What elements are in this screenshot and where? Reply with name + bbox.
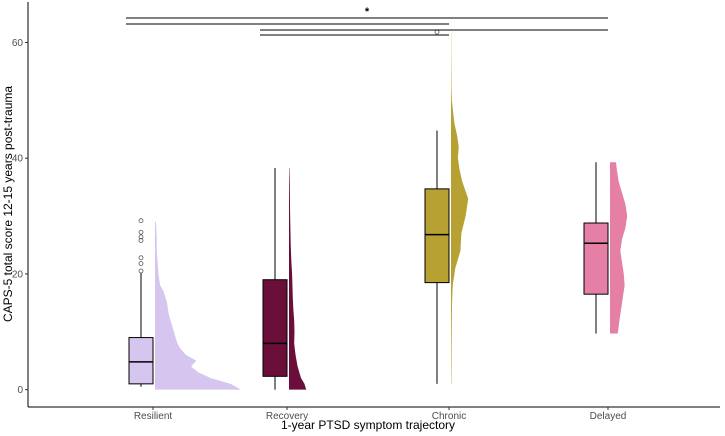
x-tick-label: Chronic (432, 411, 466, 422)
density-shape (289, 168, 307, 390)
y-tick-label: 40 (12, 154, 24, 165)
box (128, 337, 154, 385)
group-recovery (262, 168, 307, 390)
y-tick-label: 0 (17, 385, 23, 396)
significance-brackets (126, 17, 608, 36)
box (262, 279, 288, 377)
outlier-point (138, 234, 144, 240)
box (583, 222, 609, 295)
significance-label: * (365, 6, 370, 18)
y-axis-title: CAPS-5 total score 12-15 years post-trau… (1, 86, 15, 322)
x-ticks: Resilient Recovery Chronic Delayed (134, 407, 627, 422)
y-tick-label: 60 (12, 38, 24, 49)
x-tick-label: Resilient (134, 411, 173, 422)
outlier-point (138, 261, 144, 266)
axes: 0 20 40 60 Resilient Recovery Chronic Delayed (12, 2, 720, 422)
group-resilient (128, 218, 241, 390)
density-shape (610, 162, 628, 334)
density-shape (451, 32, 469, 384)
box (424, 188, 450, 284)
y-ticks: 0 20 40 60 (12, 38, 28, 396)
outlier-point (434, 29, 440, 35)
x-axis-title: 1-year PTSD symptom trajectory (281, 418, 455, 432)
density-shape (155, 221, 241, 390)
outlier-point (138, 268, 144, 274)
x-tick-label: Delayed (590, 411, 627, 422)
outlier-point (138, 237, 144, 243)
x-tick-label: Recovery (266, 411, 308, 422)
outlier-point (138, 229, 144, 235)
groups (128, 29, 628, 390)
group-chronic (424, 29, 469, 384)
outlier-point (138, 218, 144, 224)
outlier-point (138, 255, 144, 261)
group-delayed (583, 162, 628, 334)
y-tick-label: 20 (12, 269, 24, 280)
